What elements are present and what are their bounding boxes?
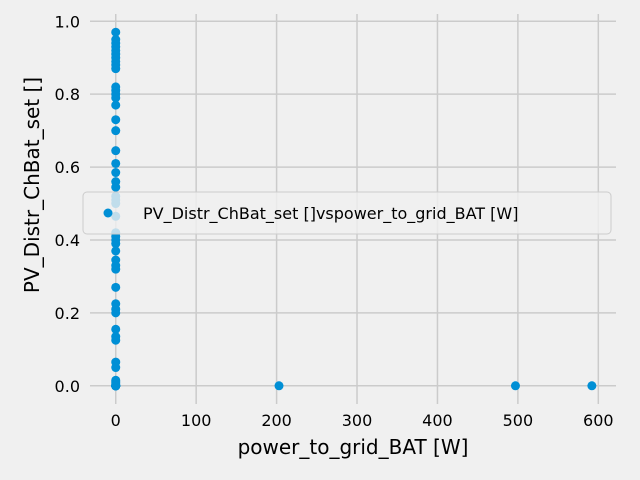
- data-point: [111, 264, 121, 274]
- x-tick-label: 100: [181, 411, 212, 430]
- data-point: [111, 168, 121, 178]
- data-point: [111, 282, 121, 292]
- y-tick-label: 1.0: [55, 12, 80, 31]
- data-point: [111, 381, 121, 391]
- data-point: [587, 381, 597, 391]
- data-point: [111, 93, 121, 103]
- data-point: [111, 158, 121, 168]
- data-point: [111, 126, 121, 136]
- data-point: [111, 335, 121, 345]
- legend-marker: [103, 208, 113, 218]
- x-tick-label: 300: [342, 411, 373, 430]
- data-point: [111, 100, 121, 110]
- data-point: [111, 27, 121, 37]
- data-point: [274, 381, 284, 391]
- data-point: [111, 64, 121, 74]
- x-tick-label: 0: [111, 411, 121, 430]
- data-point: [111, 308, 121, 318]
- y-tick-label: 0.8: [55, 85, 80, 104]
- tick-labels: 0 100 200 300 400 500 600 0.0 0.2 0.4 0.6 0.8 1.0: [55, 12, 614, 430]
- data-point: [111, 363, 121, 373]
- x-axis-label: power_to_grid_BAT [W]: [238, 435, 469, 459]
- x-tick-label: 200: [261, 411, 292, 430]
- y-tick-label: 0.0: [55, 377, 80, 396]
- x-tick-label: 400: [422, 411, 453, 430]
- data-point: [111, 246, 121, 256]
- data-point: [111, 146, 121, 156]
- data-point: [111, 239, 121, 249]
- data-point: [111, 324, 121, 334]
- y-axis-label: PV_Distr_ChBat_set []: [20, 77, 44, 293]
- data-point: [111, 115, 121, 125]
- y-tick-label: 0.6: [55, 158, 80, 177]
- legend-label: PV_Distr_ChBat_set []vspower_to_grid_BAT…: [143, 204, 518, 224]
- data-point: [510, 381, 520, 391]
- x-tick-label: 600: [583, 411, 614, 430]
- legend-box: [82, 191, 612, 235]
- data-point: [111, 182, 121, 192]
- x-tick-label: 500: [503, 411, 534, 430]
- y-tick-label: 0.4: [55, 231, 80, 250]
- y-tick-label: 0.2: [55, 304, 80, 323]
- legend: PV_Distr_ChBat_set []vspower_to_grid_BAT…: [82, 191, 612, 235]
